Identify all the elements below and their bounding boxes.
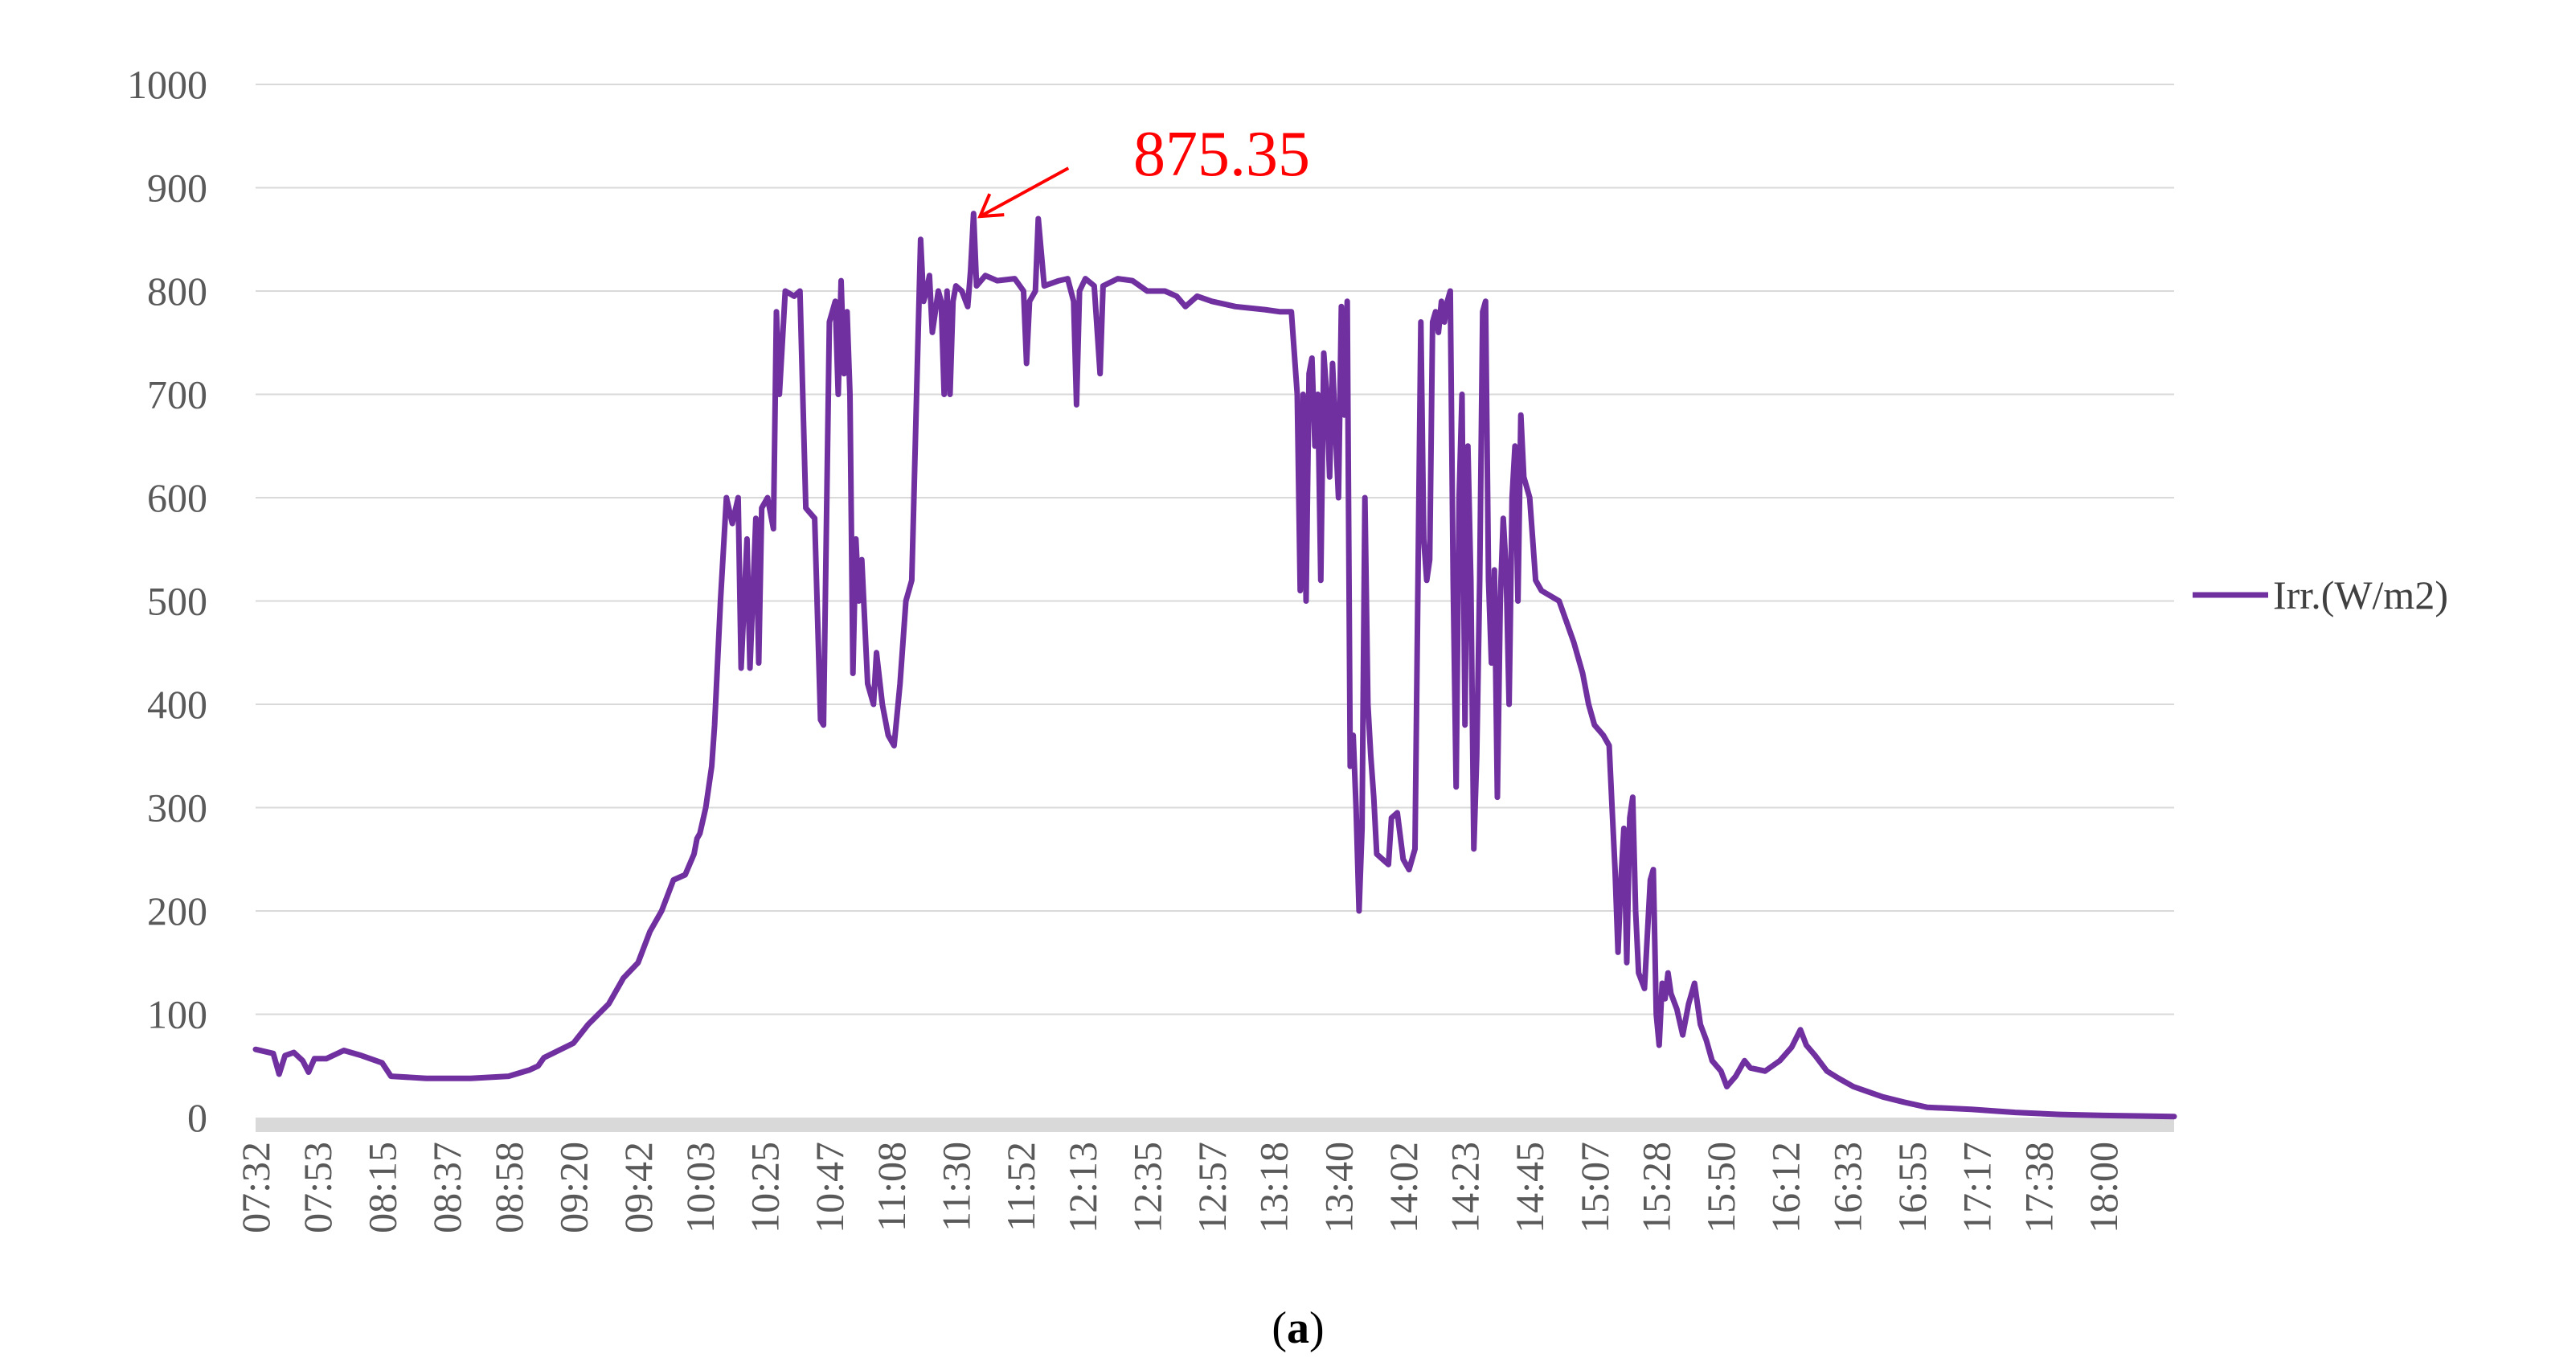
legend-label: Irr.(W/m2) <box>2273 572 2448 617</box>
x-tick-label: 14:02 <box>1381 1142 1426 1233</box>
x-tick-label: 09:20 <box>551 1142 596 1233</box>
peak-annotation: 875.35 <box>977 119 1310 219</box>
annotation-arrowhead-icon <box>977 193 1005 219</box>
x-tick-label: 08:15 <box>359 1142 404 1233</box>
x-tick-label: 10:47 <box>807 1142 852 1233</box>
x-tick-label: 07:53 <box>295 1142 340 1233</box>
x-tick-label: 11:52 <box>998 1142 1043 1232</box>
gridlines <box>256 84 2174 1015</box>
y-tick-label: 200 <box>147 888 207 933</box>
y-tick-label: 1000 <box>127 62 207 107</box>
x-tick-label: 16:12 <box>1763 1142 1808 1233</box>
x-tick-label: 10:25 <box>742 1142 787 1233</box>
annotation-arrow-icon <box>979 166 1070 218</box>
series-line-irradiance <box>252 211 2177 1120</box>
y-tick-label: 800 <box>147 269 207 314</box>
caption-close-paren: ) <box>1309 1303 1325 1353</box>
x-tick-label: 09:42 <box>616 1142 661 1233</box>
x-tick-label: 14:23 <box>1443 1142 1488 1233</box>
x-tick-label: 08:37 <box>424 1142 469 1233</box>
x-tick-label: 12:35 <box>1124 1142 1169 1233</box>
x-tick-label: 17:38 <box>2017 1142 2062 1233</box>
figure-caption: (a) <box>1272 1303 1324 1353</box>
x-tick-label: 17:17 <box>1955 1142 2000 1233</box>
x-tick-label: 14:45 <box>1507 1142 1552 1233</box>
x-tick-label: 15:50 <box>1698 1142 1743 1233</box>
x-tick-label: 11:30 <box>933 1142 978 1232</box>
x-tick-labels: 07:32 07:53 08:15 08:37 08:58 09:20 09:42 10:03… <box>233 1142 2126 1233</box>
x-tick-label: 12:13 <box>1060 1142 1105 1233</box>
y-tick-label: 700 <box>147 372 207 417</box>
y-tick-label: 500 <box>147 579 207 624</box>
caption-open-paren: ( <box>1272 1303 1287 1353</box>
x-tick-label: 07:32 <box>233 1142 278 1233</box>
caption-letter: a <box>1287 1303 1309 1353</box>
x-tick-label: 13:18 <box>1251 1142 1296 1233</box>
y-tick-label: 0 <box>187 1095 207 1140</box>
x-tick-label: 16:33 <box>1825 1142 1870 1233</box>
x-tick-label: 11:08 <box>869 1142 914 1232</box>
annotation-label: 875.35 <box>1133 119 1310 190</box>
x-axis-band <box>256 1118 2174 1132</box>
x-tick-label: 18:00 <box>2081 1142 2126 1233</box>
x-tick-label: 15:07 <box>1572 1142 1617 1233</box>
x-tick-label: 13:40 <box>1316 1142 1361 1233</box>
legend: Irr.(W/m2) <box>2193 572 2448 617</box>
y-tick-label: 900 <box>147 166 207 211</box>
x-tick-label: 12:57 <box>1190 1142 1235 1233</box>
y-tick-label: 600 <box>147 475 207 520</box>
x-tick-label: 16:55 <box>1890 1142 1935 1233</box>
y-tick-label: 100 <box>147 992 207 1037</box>
x-tick-label: 10:03 <box>678 1142 723 1233</box>
x-tick-label: 15:28 <box>1634 1142 1679 1233</box>
y-tick-label: 300 <box>147 786 207 831</box>
y-tick-labels: 0 100 200 300 400 500 600 700 800 900 1000 <box>127 62 207 1140</box>
y-tick-label: 400 <box>147 682 207 727</box>
x-tick-label: 08:58 <box>486 1142 531 1233</box>
